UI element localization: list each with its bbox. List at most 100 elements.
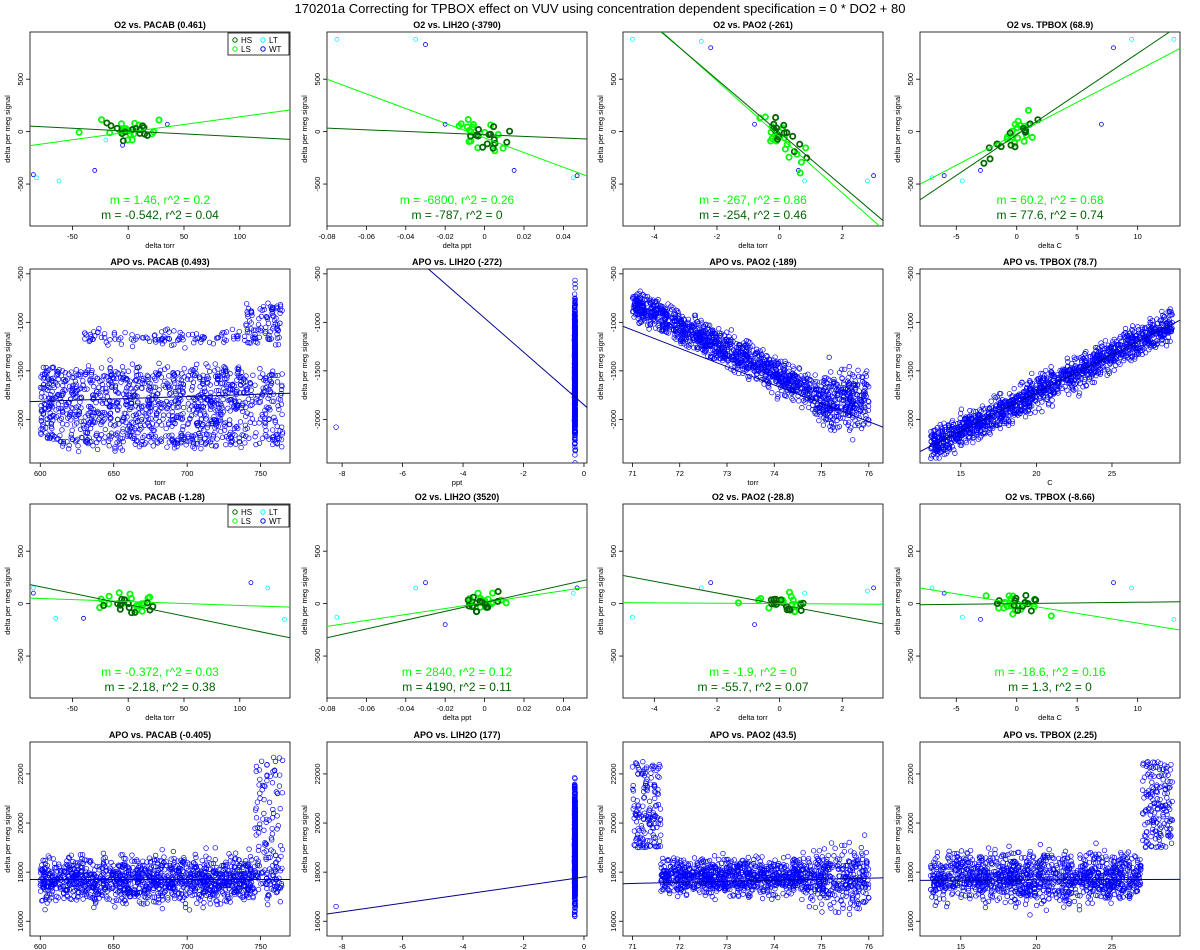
data-point bbox=[861, 381, 868, 387]
data-point bbox=[223, 370, 229, 377]
data-point bbox=[272, 419, 278, 425]
data-point bbox=[274, 303, 280, 309]
data-point bbox=[194, 361, 200, 367]
fit-line bbox=[623, 325, 883, 428]
data-point bbox=[928, 455, 934, 462]
y-tick-label: -1000 bbox=[609, 313, 618, 332]
data-point bbox=[645, 322, 651, 328]
data-point bbox=[41, 374, 48, 381]
data-point bbox=[675, 315, 681, 321]
data-point bbox=[1159, 308, 1165, 315]
data-point bbox=[244, 326, 251, 332]
data-point bbox=[240, 380, 247, 386]
data-point bbox=[774, 361, 780, 367]
data-point bbox=[572, 406, 578, 412]
data-point bbox=[816, 417, 822, 424]
data-point bbox=[135, 382, 141, 389]
data-point bbox=[276, 396, 282, 402]
data-point bbox=[651, 310, 658, 316]
y-tick-label: -500 bbox=[313, 266, 322, 281]
data-layer bbox=[327, 36, 587, 181]
data-point bbox=[90, 396, 97, 402]
data-point bbox=[39, 385, 45, 391]
data-point bbox=[269, 398, 275, 404]
data-point bbox=[85, 422, 91, 428]
data-point bbox=[130, 413, 137, 419]
data-point bbox=[272, 372, 278, 379]
data-point bbox=[40, 421, 46, 428]
data-point bbox=[233, 391, 240, 397]
data-point bbox=[802, 389, 809, 395]
data-point bbox=[253, 430, 259, 436]
data-point bbox=[274, 440, 280, 446]
data-point bbox=[691, 345, 697, 351]
data-point bbox=[929, 453, 935, 459]
y-axis-label: delta per meg signal bbox=[300, 95, 309, 163]
data-point bbox=[710, 347, 716, 353]
plot-frame bbox=[326, 31, 588, 227]
data-point bbox=[156, 360, 162, 366]
data-point-lt bbox=[929, 175, 935, 181]
data-point-hs bbox=[483, 140, 491, 148]
data-point bbox=[120, 374, 126, 380]
data-point bbox=[107, 410, 114, 416]
data-point bbox=[681, 335, 687, 342]
data-point bbox=[47, 405, 53, 411]
data-point bbox=[738, 349, 745, 356]
data-point-ls bbox=[155, 116, 163, 124]
data-point bbox=[745, 338, 751, 345]
data-point bbox=[212, 368, 218, 374]
data-point bbox=[139, 378, 146, 384]
data-point bbox=[157, 437, 163, 443]
x-tick-label: -0.06 bbox=[358, 232, 375, 241]
data-point bbox=[72, 378, 79, 385]
data-point-hs bbox=[132, 124, 140, 132]
data-point bbox=[814, 394, 820, 400]
data-point bbox=[630, 294, 636, 300]
x-tick-label: 50 bbox=[180, 232, 188, 241]
data-point bbox=[97, 415, 103, 421]
data-point bbox=[68, 396, 74, 402]
x-tick-label: -0.02 bbox=[437, 232, 454, 241]
data-point bbox=[572, 281, 578, 287]
data-point bbox=[158, 400, 164, 406]
data-point bbox=[201, 411, 208, 417]
data-point bbox=[112, 448, 118, 454]
data-point bbox=[112, 445, 118, 452]
data-point bbox=[265, 320, 272, 326]
data-point bbox=[145, 410, 152, 416]
data-point bbox=[69, 384, 75, 390]
data-point bbox=[808, 387, 814, 393]
data-point-hs bbox=[1006, 129, 1014, 137]
data-point bbox=[115, 407, 121, 414]
data-point bbox=[240, 432, 247, 439]
data-point bbox=[38, 394, 45, 400]
data-point bbox=[274, 325, 280, 331]
figure-title: 170201a Correcting for TPBOX effect on V… bbox=[294, 1, 906, 16]
data-point bbox=[820, 408, 827, 415]
data-point bbox=[572, 340, 578, 346]
data-point bbox=[195, 406, 202, 412]
data-point bbox=[123, 391, 130, 397]
data-point bbox=[713, 340, 719, 346]
data-point bbox=[174, 337, 181, 344]
data-point bbox=[96, 384, 102, 390]
data-point bbox=[192, 432, 198, 438]
data-point bbox=[747, 339, 753, 346]
data-point-ls bbox=[1024, 106, 1032, 114]
data-point bbox=[47, 392, 54, 398]
data-point bbox=[774, 396, 781, 402]
data-point bbox=[656, 320, 662, 326]
data-point bbox=[208, 389, 214, 396]
data-point bbox=[204, 380, 211, 386]
data-point bbox=[860, 409, 867, 415]
data-point bbox=[818, 379, 825, 385]
data-point bbox=[180, 423, 186, 430]
data-point bbox=[49, 425, 55, 432]
data-point bbox=[74, 420, 80, 426]
data-point bbox=[47, 415, 54, 421]
data-point bbox=[275, 403, 281, 409]
y-tick-label: -1500 bbox=[16, 361, 25, 380]
data-point bbox=[129, 332, 135, 338]
